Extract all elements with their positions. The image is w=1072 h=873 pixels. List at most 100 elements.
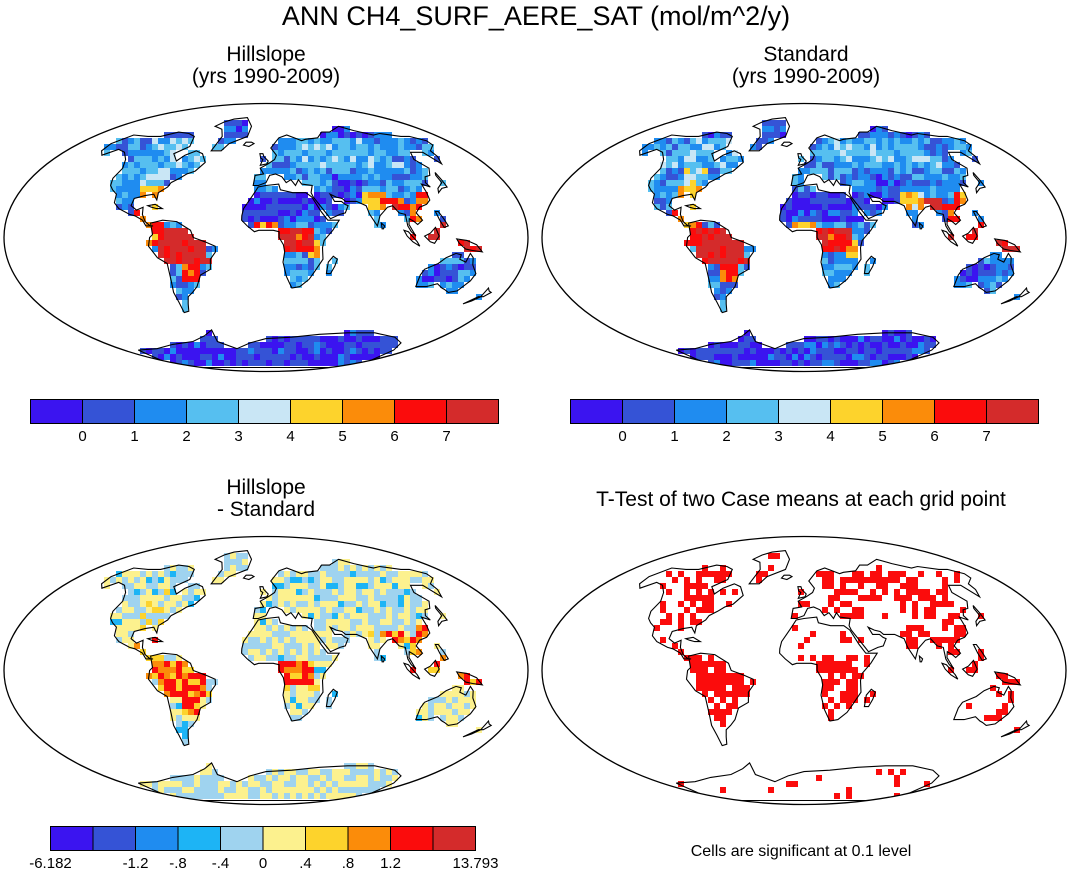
grid-cell <box>314 787 320 793</box>
grid-cell <box>864 186 870 192</box>
grid-cell <box>684 607 690 613</box>
grid-cell <box>966 144 972 150</box>
grid-cell <box>672 150 678 156</box>
grid-cell <box>266 336 272 342</box>
grid-cell <box>344 360 350 366</box>
grid-cell <box>170 679 176 685</box>
grid-cell <box>846 577 852 583</box>
panel-title-line-1: Hillslope <box>226 43 306 66</box>
grid-cell <box>182 282 188 288</box>
grid-cell <box>260 655 266 661</box>
grid-cell <box>338 150 344 156</box>
grid-cell <box>338 168 344 174</box>
grid-cell <box>954 649 960 655</box>
grid-cell <box>152 174 158 180</box>
grid-cell <box>678 348 684 354</box>
grid-cell <box>392 775 398 781</box>
grid-cell <box>182 721 188 727</box>
grid-cell <box>942 216 948 222</box>
grid-cell <box>176 571 182 577</box>
grid-cell <box>422 270 428 276</box>
colorbar-box <box>220 826 264 851</box>
grid-cell <box>816 348 822 354</box>
grid-cell <box>840 336 846 342</box>
grid-cell <box>188 667 194 673</box>
grid-cell <box>170 234 176 240</box>
grid-cell <box>302 691 308 697</box>
grid-cell <box>732 697 738 703</box>
grid-cell <box>254 354 260 360</box>
colorbar-box <box>934 399 987 424</box>
grid-cell <box>146 781 152 787</box>
grid-cell <box>290 222 296 228</box>
grid-cell <box>708 150 714 156</box>
grid-cell <box>834 156 840 162</box>
grid-cell <box>368 607 374 613</box>
grid-cell <box>846 336 852 342</box>
grid-cell <box>290 625 296 631</box>
grid-cell <box>368 138 374 144</box>
grid-cell <box>870 342 876 348</box>
grid-cell <box>702 661 708 667</box>
grid-cell <box>954 613 960 619</box>
grid-cell <box>942 156 948 162</box>
grid-cell <box>362 144 368 150</box>
grid-cell <box>828 342 834 348</box>
grid-cell <box>134 613 140 619</box>
grid-cell <box>774 553 780 559</box>
grid-cell <box>416 607 422 613</box>
grid-cell <box>158 595 164 601</box>
grid-cell <box>176 775 182 781</box>
grid-cell <box>338 186 344 192</box>
grid-cell <box>320 589 326 595</box>
grid-cell <box>350 162 356 168</box>
grid-cell <box>792 613 798 619</box>
grid-cell <box>332 348 338 354</box>
grid-cell <box>212 775 218 781</box>
grid-cell <box>188 601 194 607</box>
grid-cell <box>368 643 374 649</box>
grid-cell <box>350 793 356 799</box>
grid-cell <box>720 294 726 300</box>
grid-cell <box>152 228 158 234</box>
grid-cell <box>302 793 308 799</box>
grid-cell <box>380 775 386 781</box>
grid-cell <box>182 294 188 300</box>
grid-cell <box>362 150 368 156</box>
grid-cell <box>224 787 230 793</box>
grid-cell <box>158 673 164 679</box>
grid-cell <box>954 571 960 577</box>
grid-cell <box>416 282 422 288</box>
grid-cell <box>146 348 152 354</box>
grid-cell <box>302 216 308 222</box>
grid-cell <box>296 667 302 673</box>
grid-cell <box>134 619 140 625</box>
grid-cell <box>350 781 356 787</box>
grid-cell <box>302 240 308 246</box>
grid-cell <box>320 150 326 156</box>
grid-cell <box>404 204 410 210</box>
grid-cell <box>296 649 302 655</box>
grid-cell <box>182 715 188 721</box>
grid-cell <box>326 661 332 667</box>
grid-cell <box>272 649 278 655</box>
grid-cell <box>296 138 302 144</box>
grid-cell <box>170 228 176 234</box>
grid-cell <box>702 222 708 228</box>
grid-cell <box>254 198 260 204</box>
grid-cell <box>284 192 290 198</box>
grid-cell <box>272 643 278 649</box>
grid-cell <box>828 246 834 252</box>
grid-cell <box>164 174 170 180</box>
grid-cell <box>356 180 362 186</box>
grid-cell <box>194 270 200 276</box>
grid-cell <box>320 336 326 342</box>
grid-cell <box>996 276 1002 282</box>
grid-cell <box>320 571 326 577</box>
grid-cell <box>954 168 960 174</box>
grid-cell <box>900 162 906 168</box>
grid-cell <box>290 709 296 715</box>
grid-cell <box>200 252 206 258</box>
grid-cell <box>804 210 810 216</box>
grid-cell <box>846 162 852 168</box>
